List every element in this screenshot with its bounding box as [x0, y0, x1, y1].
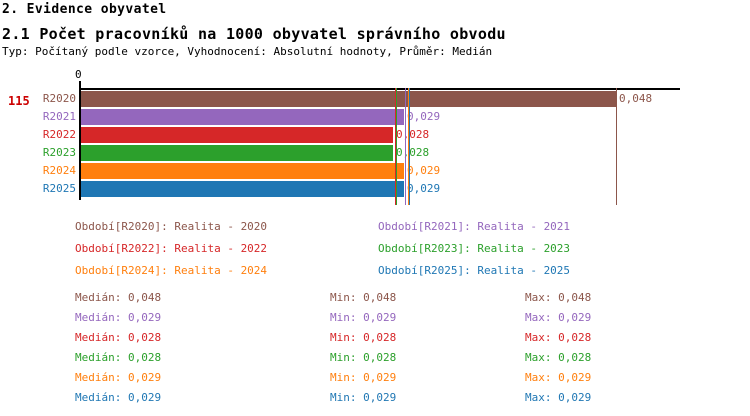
bar-rect[interactable] — [81, 163, 404, 179]
bar-category-label: R2025 — [42, 182, 76, 195]
stat-median: Medián: 0,029 — [75, 371, 162, 384]
chart-subtitle-meta: Typ: Počítaný podle vzorce, Vyhodnocení:… — [2, 45, 493, 58]
stat-min: Min: 0,029 — [330, 371, 397, 384]
reference-line — [616, 88, 617, 205]
stat-min: Min: 0,028 — [330, 351, 397, 364]
bar-rect[interactable] — [81, 109, 404, 125]
stat-row: Medián: 0,028 Min: 0,028 Max: 0,028 — [0, 331, 750, 349]
stat-median: Medián: 0,029 — [75, 311, 162, 324]
bar-rect[interactable] — [81, 91, 616, 107]
bar-row[interactable]: R2021 0,029 — [0, 108, 750, 126]
bar-row[interactable]: R2025 0,029 — [0, 180, 750, 198]
bar-rect[interactable] — [81, 127, 393, 143]
stat-max: Max: 0,029 — [525, 371, 592, 384]
stat-median: Medián: 0,028 — [75, 351, 162, 364]
bar-value-label: 0,048 — [619, 92, 653, 105]
bar-category-label: R2020 — [42, 92, 76, 105]
legend-item[interactable]: Období[R2023]: Realita - 2023 — [378, 242, 571, 255]
stat-row: Medián: 0,029 Min: 0,029 Max: 0,029 — [0, 311, 750, 329]
stat-max: Max: 0,028 — [525, 331, 592, 344]
bar-rect[interactable] — [81, 145, 393, 161]
stat-median: Medián: 0,029 — [75, 391, 162, 404]
bar-row[interactable]: R2022 0,028 — [0, 126, 750, 144]
page-title-section: 2. Evidence obyvatel — [2, 2, 167, 17]
bar-rect[interactable] — [81, 181, 404, 197]
bar-value-label: 0,029 — [407, 110, 441, 123]
stat-row: Medián: 0,029 Min: 0,029 Max: 0,029 — [0, 391, 750, 409]
stat-max: Max: 0,028 — [525, 351, 592, 364]
reference-line — [409, 88, 410, 205]
legend-item[interactable]: Období[R2024]: Realita - 2024 — [75, 264, 268, 277]
bar-category-label: R2022 — [42, 128, 76, 141]
bar-category-label: R2024 — [42, 164, 76, 177]
axis-top-line — [80, 88, 680, 90]
legend-item[interactable]: Období[R2021]: Realita - 2021 — [378, 220, 571, 233]
axis-origin-label: 0 — [75, 68, 82, 81]
stat-row: Medián: 0,029 Min: 0,029 Max: 0,029 — [0, 371, 750, 389]
stat-min: Min: 0,029 — [330, 311, 397, 324]
reference-line — [395, 88, 396, 205]
bar-row[interactable]: R2024 0,029 — [0, 162, 750, 180]
bar-chart: 0 115 R2020 0,048 R2021 0,029 R2022 0,028 R202… — [0, 68, 750, 213]
stat-max: Max: 0,029 — [525, 311, 592, 324]
bar-category-label: R2023 — [42, 146, 76, 159]
bar-row[interactable]: R2020 0,048 — [0, 90, 750, 108]
stat-min: Min: 0,048 — [330, 291, 397, 304]
stat-max: Max: 0,048 — [525, 291, 592, 304]
reference-line — [405, 88, 406, 205]
axis-y-line — [79, 81, 81, 200]
legend-item[interactable]: Období[R2020]: Realita - 2020 — [75, 220, 268, 233]
bar-category-label: R2021 — [42, 110, 76, 123]
bar-value-label: 0,029 — [407, 164, 441, 177]
bar-value-label: 0,029 — [407, 182, 441, 195]
stat-median: Medián: 0,048 — [75, 291, 162, 304]
stat-median: Medián: 0,028 — [75, 331, 162, 344]
stat-row: Medián: 0,028 Min: 0,028 Max: 0,028 — [0, 351, 750, 369]
page-title-chart: 2.1 Počet pracovníků na 1000 obyvatel sp… — [2, 25, 506, 43]
stat-max: Max: 0,029 — [525, 391, 592, 404]
bar-row[interactable]: R2023 0,028 — [0, 144, 750, 162]
row-count-badge: 115 — [8, 94, 30, 108]
reference-line — [396, 88, 397, 205]
legend-item[interactable]: Období[R2022]: Realita - 2022 — [75, 242, 268, 255]
stat-row: Medián: 0,048 Min: 0,048 Max: 0,048 — [0, 291, 750, 309]
legend-item[interactable]: Období[R2025]: Realita - 2025 — [378, 264, 571, 277]
bar-value-label: 0,028 — [396, 146, 430, 159]
reference-line — [408, 88, 409, 205]
bar-value-label: 0,028 — [396, 128, 430, 141]
stat-min: Min: 0,029 — [330, 391, 397, 404]
stat-min: Min: 0,028 — [330, 331, 397, 344]
